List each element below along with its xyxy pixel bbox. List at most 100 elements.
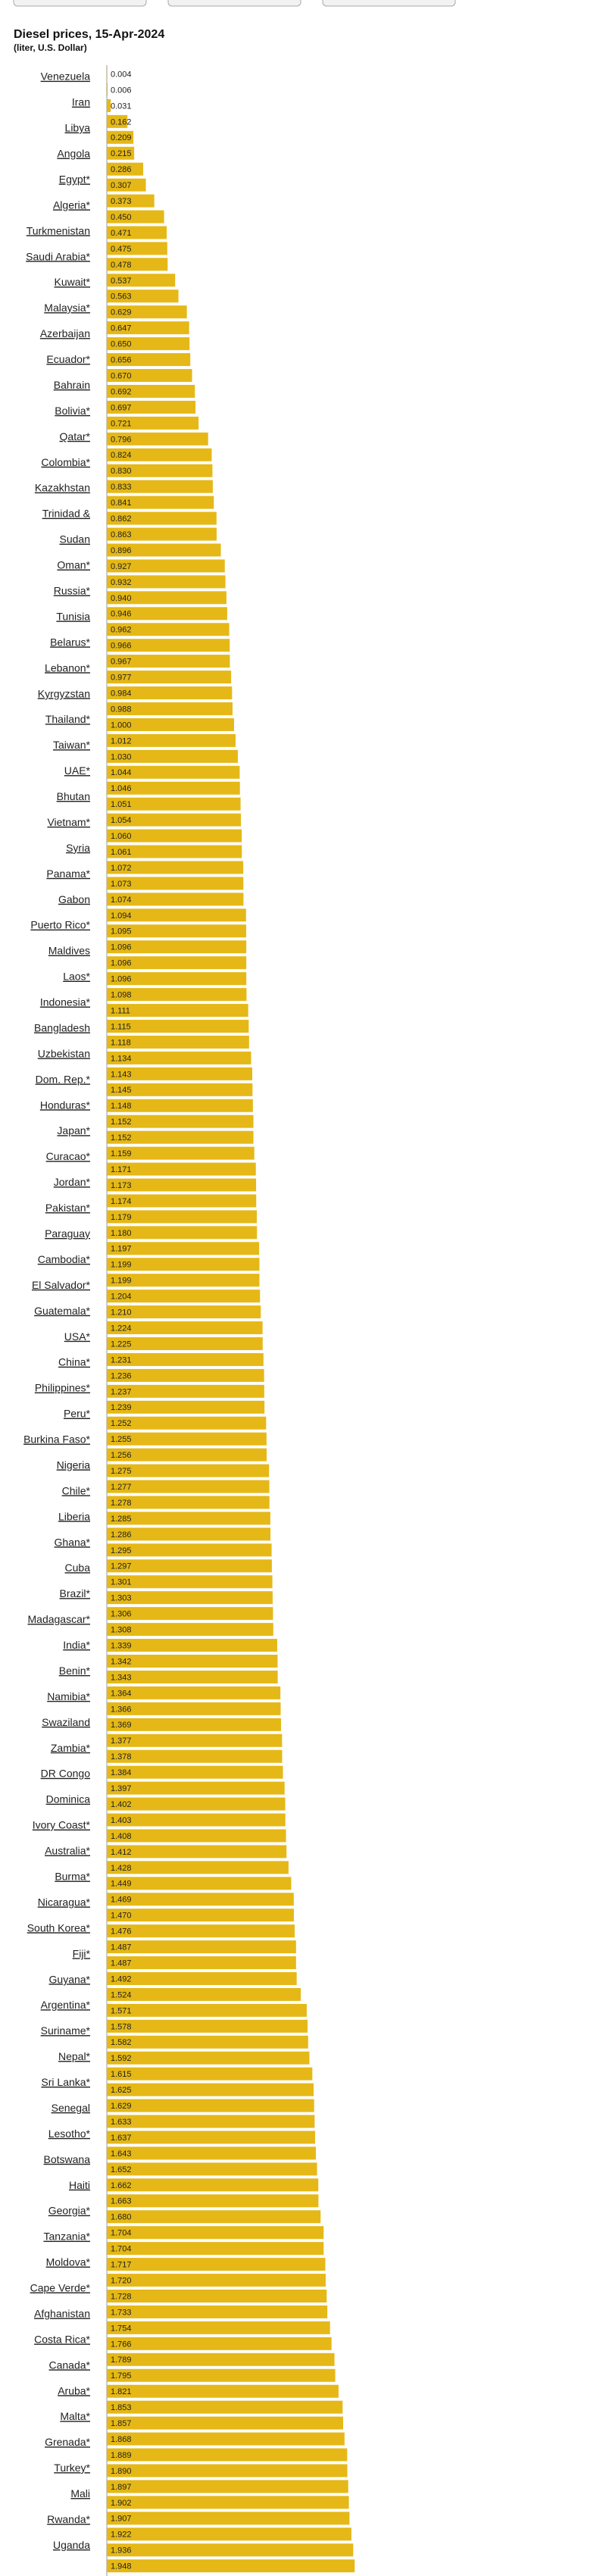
value-label: 1.578 bbox=[111, 2022, 132, 2031]
tab-button[interactable] bbox=[322, 0, 456, 7]
value-label: 1.868 bbox=[111, 2435, 132, 2444]
value-label: 1.412 bbox=[111, 1848, 132, 1857]
bar bbox=[107, 464, 213, 477]
bar bbox=[107, 1575, 273, 1589]
country-label: Syria bbox=[66, 842, 90, 854]
country-label: Taiwan* bbox=[53, 739, 91, 751]
value-label: 1.152 bbox=[111, 1118, 132, 1127]
bar bbox=[107, 1924, 295, 1938]
bar bbox=[107, 749, 239, 763]
value-label: 0.478 bbox=[111, 261, 132, 270]
bar bbox=[107, 194, 155, 208]
country-label: Aruba* bbox=[58, 2384, 90, 2396]
bar bbox=[107, 1384, 264, 1398]
value-label: 1.571 bbox=[111, 2006, 132, 2015]
bar bbox=[107, 1258, 260, 1271]
value-label: 1.046 bbox=[111, 784, 132, 793]
bar bbox=[107, 258, 168, 271]
bar bbox=[107, 940, 247, 954]
bar bbox=[107, 2368, 336, 2382]
country-label: Japan* bbox=[57, 1124, 90, 1136]
value-label: 1.369 bbox=[111, 1721, 132, 1730]
country-label: Qatar* bbox=[60, 430, 91, 442]
bar bbox=[107, 1352, 264, 1366]
bar bbox=[107, 2146, 317, 2160]
country-label: Ivory Coast* bbox=[33, 1819, 91, 1831]
bar bbox=[107, 242, 167, 255]
country-label: Saudi Arabia* bbox=[26, 250, 90, 262]
value-label: 1.890 bbox=[111, 2467, 132, 2476]
bar bbox=[107, 1543, 272, 1557]
country-label: Lebanon* bbox=[45, 661, 91, 674]
country-label: Burma* bbox=[55, 1871, 90, 1883]
bar bbox=[107, 908, 246, 922]
bar bbox=[107, 877, 244, 890]
country-label: China* bbox=[58, 1356, 91, 1368]
value-label: 0.004 bbox=[111, 70, 132, 79]
bar bbox=[107, 893, 244, 906]
country-label: Bangladesh bbox=[34, 1021, 90, 1033]
value-label: 1.051 bbox=[111, 800, 132, 809]
value-label: 1.054 bbox=[111, 816, 132, 825]
country-label: Moldova* bbox=[46, 2256, 91, 2268]
country-label: Benin* bbox=[59, 1665, 91, 1677]
tab-button[interactable] bbox=[167, 0, 301, 7]
bar bbox=[107, 321, 189, 335]
value-label: 1.704 bbox=[111, 2245, 132, 2254]
value-label: 1.795 bbox=[111, 2371, 132, 2381]
value-label: 0.162 bbox=[111, 117, 132, 127]
bar bbox=[107, 1987, 301, 2001]
bar bbox=[107, 2099, 314, 2112]
bar bbox=[107, 1670, 278, 1683]
bar bbox=[107, 2083, 314, 2096]
bar bbox=[107, 1368, 264, 1382]
bar bbox=[107, 559, 225, 573]
value-label: 1.295 bbox=[111, 1546, 132, 1555]
value-label: 1.179 bbox=[111, 1213, 132, 1222]
bar bbox=[107, 765, 240, 779]
value-label: 1.237 bbox=[111, 1387, 132, 1396]
value-label: 1.754 bbox=[111, 2324, 132, 2333]
country-label: Cambodia* bbox=[38, 1253, 91, 1265]
value-label: 1.301 bbox=[111, 1578, 132, 1587]
country-label: Rwanda* bbox=[47, 2513, 90, 2525]
value-label: 1.174 bbox=[111, 1197, 132, 1206]
value-label: 0.721 bbox=[111, 419, 132, 428]
bar bbox=[107, 2400, 343, 2414]
bar bbox=[107, 1512, 270, 1525]
bar bbox=[107, 2480, 348, 2493]
country-label: Zambia* bbox=[51, 1742, 91, 1754]
bar bbox=[107, 83, 108, 96]
value-label: 1.408 bbox=[111, 1832, 132, 1841]
bar bbox=[107, 1464, 270, 1477]
country-label: Libya bbox=[65, 122, 91, 134]
bar bbox=[107, 1178, 257, 1192]
bar bbox=[107, 2242, 324, 2256]
bar bbox=[107, 2559, 355, 2573]
country-label: Nepal* bbox=[58, 2050, 91, 2062]
bar bbox=[107, 972, 247, 986]
country-label: Malta* bbox=[60, 2410, 90, 2422]
country-label: Guyana* bbox=[49, 1973, 91, 1985]
country-label: Ghana* bbox=[55, 1536, 91, 1548]
bar bbox=[107, 2019, 308, 2033]
value-label: 1.449 bbox=[111, 1880, 132, 1889]
value-label: 0.650 bbox=[111, 340, 132, 349]
bar bbox=[107, 845, 242, 858]
country-label: Panama* bbox=[46, 868, 90, 880]
bar bbox=[107, 861, 244, 874]
value-label: 1.821 bbox=[111, 2387, 132, 2396]
value-label: 0.932 bbox=[111, 578, 132, 587]
country-label: Mali bbox=[70, 2487, 90, 2499]
bar bbox=[107, 2035, 308, 2049]
bar bbox=[107, 432, 208, 445]
value-label: 1.720 bbox=[111, 2276, 132, 2285]
value-label: 1.000 bbox=[111, 721, 132, 730]
country-label: Nicaragua* bbox=[38, 1896, 91, 1908]
bar bbox=[107, 1877, 292, 1890]
tab-button[interactable] bbox=[13, 0, 147, 7]
country-label: Kazakhstan bbox=[35, 482, 90, 494]
country-label: Botswana bbox=[44, 2153, 91, 2165]
value-label: 0.984 bbox=[111, 689, 132, 698]
